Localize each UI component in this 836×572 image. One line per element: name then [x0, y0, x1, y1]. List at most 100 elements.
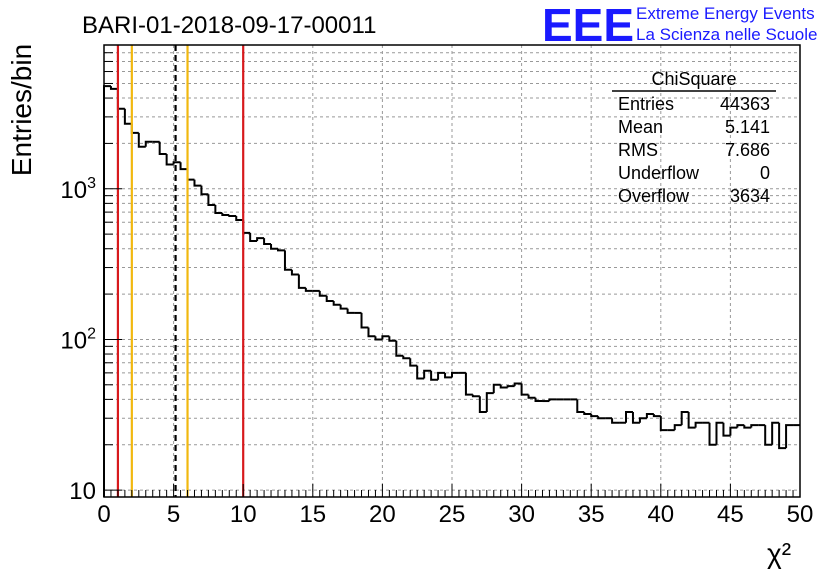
histogram-bin	[534, 397, 543, 403]
histogram-bin	[625, 410, 633, 423]
logo-line-2: La Scienza nelle Scuole	[636, 25, 817, 44]
histogram-bin	[290, 269, 299, 276]
histogram-bin	[597, 416, 606, 420]
axes-frame	[103, 44, 801, 498]
histogram-bin	[478, 396, 487, 413]
stats-label: Mean	[618, 117, 663, 137]
stats-value: 7.686	[725, 140, 770, 160]
histogram-bin	[722, 422, 731, 437]
histogram-bin	[764, 425, 773, 446]
histogram-bin	[158, 141, 167, 156]
histogram-bin	[548, 398, 557, 402]
stats-box: ChiSquare Entries 44363 Mean 5.141 RMS 7.686 U…	[612, 69, 776, 206]
histogram-bin	[499, 384, 508, 389]
stats-label: RMS	[618, 140, 658, 160]
histogram-bin	[318, 290, 327, 297]
stats-value: 44363	[720, 94, 770, 114]
x-tick-label: 10	[230, 501, 257, 528]
y-axis-title-text: Entries/bin	[6, 44, 37, 176]
stats-label: Overflow	[618, 186, 690, 206]
x-tick-label: 35	[578, 501, 605, 528]
histogram-bin	[506, 385, 515, 388]
histogram-bin	[249, 232, 258, 243]
x-tick-label: 45	[717, 501, 744, 528]
histogram-bin	[200, 185, 209, 196]
histogram-bin	[520, 383, 529, 396]
histogram-bin	[325, 295, 334, 302]
histogram-bin	[576, 399, 585, 413]
histogram-bin	[659, 416, 668, 432]
histogram-bin	[638, 417, 647, 423]
x-tick-label: 30	[508, 501, 535, 528]
histogram-bin	[471, 394, 480, 398]
eee-logo: EEE Extreme Energy Events La Scienza nel…	[542, 0, 817, 51]
x-tick-label: 40	[647, 501, 674, 528]
histogram-bin	[451, 371, 459, 378]
logo-line-1: Extreme Energy Events	[636, 4, 815, 23]
histogram-bin	[778, 422, 787, 450]
histogram-bin	[388, 336, 397, 342]
stats-value: 5.141	[725, 117, 770, 137]
histogram-bin	[409, 358, 418, 367]
histogram-bin	[771, 421, 780, 445]
histogram-bin	[193, 179, 202, 187]
histogram-bin	[304, 287, 313, 292]
grid-layer	[104, 44, 800, 497]
histogram-bin	[652, 413, 661, 418]
histogram-bin	[103, 85, 111, 497]
histogram-bin	[123, 108, 132, 125]
histogram-bin	[631, 411, 640, 424]
histogram-bin	[283, 250, 292, 271]
histogram-bin	[416, 365, 425, 380]
histogram-bin	[743, 425, 752, 429]
logo-mark: EEE	[542, 0, 634, 51]
histogram-bin	[165, 154, 174, 166]
histogram-bin	[485, 392, 494, 412]
y-axis-title: Entries/bin	[6, 44, 37, 176]
histogram-bin	[263, 238, 272, 245]
x-tick-label: 5	[167, 501, 180, 528]
stats-title: ChiSquare	[651, 69, 736, 89]
histogram-bin	[207, 194, 216, 207]
histogram-bin	[590, 413, 599, 418]
histogram-bin	[339, 304, 348, 310]
stats-value: 3634	[730, 186, 770, 206]
histogram-bin	[715, 421, 724, 445]
histogram-bin	[736, 424, 745, 428]
x-axis-title: χ²	[767, 538, 791, 569]
histogram-bin	[367, 327, 376, 338]
y-tick-label: 102	[60, 325, 96, 354]
x-tick-label: 0	[97, 501, 110, 528]
histogram-bin	[402, 355, 411, 360]
histogram-bin	[214, 205, 223, 215]
histogram-bin	[645, 412, 654, 419]
histogram-bin	[332, 300, 341, 306]
chart-title: BARI-01-2018-09-17-00011	[82, 12, 376, 39]
histogram-bin	[708, 422, 717, 446]
histogram-bin	[527, 394, 536, 399]
histogram-bin	[137, 132, 146, 148]
histogram-bin	[360, 312, 369, 329]
histogram-bin	[221, 213, 230, 216]
histogram-bin	[228, 214, 237, 217]
histogram-bin	[492, 383, 501, 394]
histogram-bin	[297, 274, 306, 289]
histogram-bin	[785, 424, 794, 449]
tick-labels: 0 5 10 15 20 25 30 35 40 45 50 10 102 103	[60, 175, 813, 528]
histogram-bin	[256, 237, 265, 242]
histogram-bin	[583, 411, 592, 415]
histogram-bin	[680, 410, 689, 426]
histogram-bin	[423, 369, 432, 379]
histogram-bin	[381, 335, 390, 340]
histogram-bin	[750, 424, 759, 428]
stats-label: Entries	[618, 94, 674, 114]
histogram-bin	[694, 421, 703, 428]
histogram-bin	[235, 215, 244, 222]
stats-label: Underflow	[618, 163, 700, 183]
histogram-bin	[374, 336, 383, 341]
marker-lines	[116, 45, 245, 497]
histogram-bin	[729, 426, 738, 436]
histogram-bin	[109, 86, 118, 90]
y-tick-label: 103	[60, 175, 96, 204]
